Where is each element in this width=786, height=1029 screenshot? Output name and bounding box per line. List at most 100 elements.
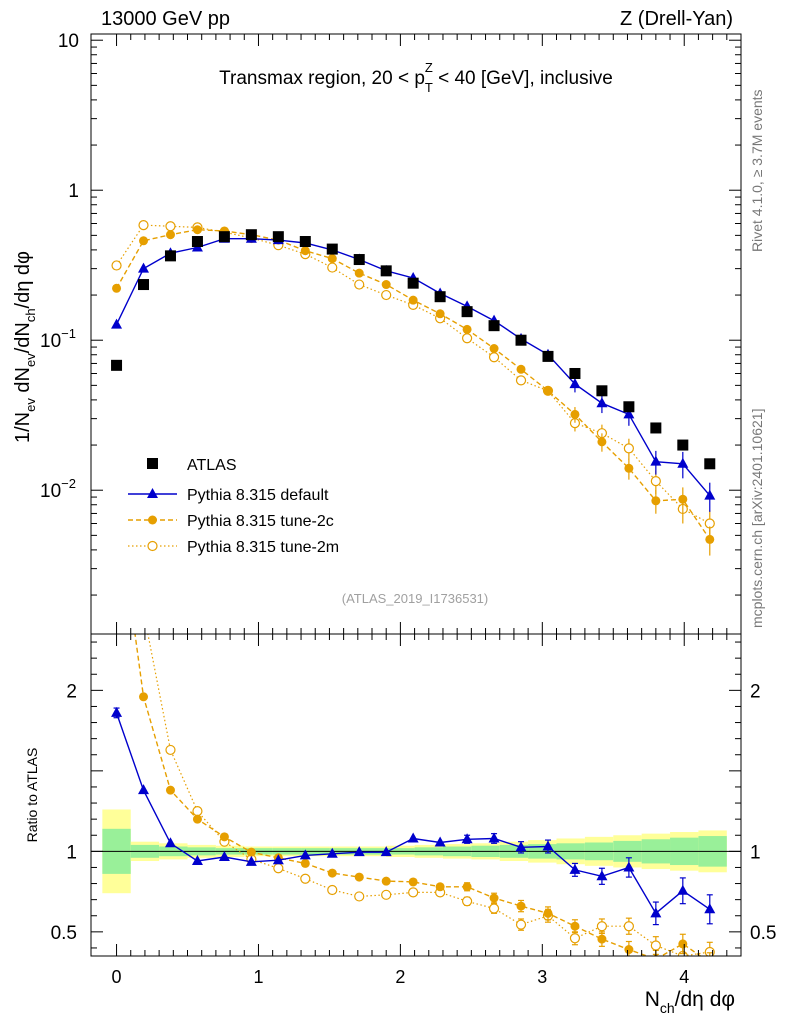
main-series-layer <box>111 220 716 556</box>
main-y-tick-label: 1 <box>68 181 79 202</box>
point-data-4 <box>218 231 230 243</box>
main-y-axis-label: 1/Nev dNev/dNch/dη dφ <box>12 251 38 443</box>
point-data-19 <box>623 401 635 413</box>
point-tune2c-18 <box>597 437 607 447</box>
point-default-19 <box>623 861 635 872</box>
point-default-18 <box>596 397 608 408</box>
point-data-17 <box>569 367 581 379</box>
x-axis-label: Nch/dη dφ <box>645 988 735 1016</box>
point-data-14 <box>488 320 500 332</box>
point-tune2m-8 <box>327 884 338 896</box>
point-data-7 <box>299 236 311 248</box>
point-tune2m-15 <box>515 919 527 930</box>
x-tick-label-3: 3 <box>537 967 547 987</box>
point-tune2c-9 <box>354 268 364 278</box>
point-tune2c-13 <box>462 882 472 892</box>
point-data-8 <box>326 243 338 255</box>
point-tune2m-11 <box>408 887 419 898</box>
header-right: Z (Drell-Yan) <box>620 8 733 30</box>
point-tune2m-2 <box>165 221 176 232</box>
point-tune2c-5 <box>246 847 256 857</box>
legend-marker-tune2c <box>148 515 157 525</box>
point-data-20 <box>650 422 662 434</box>
point-default-6 <box>272 854 284 865</box>
rivet-version-label: Rivet 4.1.0, ≥ 3.7M events <box>749 89 765 252</box>
point-default-2 <box>164 837 176 848</box>
point-tune2m-6 <box>273 863 284 874</box>
legend-label-tune2m: Pythia 8.315 tune-2m <box>187 539 339 556</box>
point-data-5 <box>245 229 257 241</box>
point-tune2c-15 <box>516 901 526 911</box>
point-tune2c-11 <box>408 877 418 887</box>
point-tune2c-7 <box>300 246 310 256</box>
point-tune2m-10 <box>381 289 392 301</box>
point-tune2m-20 <box>650 476 661 487</box>
point-data-10 <box>380 265 392 277</box>
point-tune2c-21 <box>678 939 688 949</box>
mcplots-label: mcplots.cern.ch [arXiv:2401.10621] <box>749 409 765 628</box>
point-tune2m-9 <box>354 891 365 902</box>
ratio-plot-frame <box>90 633 742 957</box>
point-tune2c-0 <box>112 283 122 293</box>
main-line-tune2m <box>116 224 711 525</box>
point-tune2m-0 <box>111 260 122 271</box>
legend-label-default: Pythia 8.315 default <box>187 487 329 504</box>
point-default-1 <box>138 784 150 795</box>
point-tune2c-17 <box>570 409 580 419</box>
point-tune2m-8 <box>327 262 338 273</box>
point-tune2c-2 <box>165 230 175 240</box>
point-default-11 <box>407 832 419 843</box>
point-tune2c-22 <box>705 958 714 967</box>
point-default-0 <box>111 318 123 329</box>
main-y-tick-label: 10 <box>58 31 79 52</box>
point-default-16 <box>542 840 554 851</box>
point-data-2 <box>164 250 176 262</box>
point-data-6 <box>272 231 284 243</box>
point-tune2m-19 <box>623 921 634 932</box>
point-tune2c-14 <box>489 893 499 903</box>
point-data-0 <box>111 359 123 371</box>
point-default-4 <box>218 850 230 861</box>
point-tune2c-2 <box>165 785 175 795</box>
point-default-5 <box>245 855 257 866</box>
header-left: 13000 GeV pp <box>101 8 230 30</box>
point-default-15 <box>515 841 527 852</box>
point-tune2c-15 <box>516 364 526 374</box>
point-default-12 <box>434 836 446 847</box>
point-tune2c-4 <box>219 832 229 842</box>
ratio-y-tick-label-right: 0.5 <box>750 923 776 944</box>
point-data-16 <box>542 350 554 362</box>
point-default-13 <box>461 833 473 844</box>
point-tune2m-18 <box>596 921 608 932</box>
point-data-3 <box>191 236 203 248</box>
point-tune2c-20 <box>651 496 661 506</box>
point-data-22 <box>704 458 716 470</box>
point-tune2c-22 <box>705 534 715 544</box>
point-tune2m-3 <box>192 805 203 817</box>
point-default-8 <box>326 847 338 858</box>
main-y-tick-label: 10−1 <box>40 326 76 352</box>
x-tick-label-0: 0 <box>112 967 122 987</box>
point-tune2c-9 <box>354 872 364 882</box>
point-data-1 <box>138 279 150 291</box>
ratio-y-tick-label-left: 1 <box>66 842 77 863</box>
point-tune2m-19 <box>623 443 634 454</box>
ratio-y-tick-label-right: 1 <box>750 842 761 863</box>
x-tick-label-2: 2 <box>395 967 405 987</box>
point-data-9 <box>353 254 365 266</box>
point-tune2m-7 <box>300 873 311 884</box>
point-tune2m-14 <box>488 903 500 914</box>
point-default-3 <box>191 855 203 866</box>
x-tick-label-4: 4 <box>679 967 689 987</box>
point-tune2m-9 <box>354 279 365 290</box>
legend-marker-default <box>147 488 158 498</box>
point-default-0 <box>111 706 123 717</box>
ratio-y-axis-label: Ratio to ATLAS <box>24 748 40 843</box>
point-tune2c-1 <box>139 692 149 702</box>
point-tune2c-8 <box>327 254 337 264</box>
point-tune2m-1 <box>138 220 149 231</box>
point-default-19 <box>623 408 635 419</box>
legend-label-tune2c: Pythia 8.315 tune-2c <box>187 513 334 530</box>
point-default-21 <box>677 884 689 895</box>
point-default-20 <box>650 907 662 918</box>
